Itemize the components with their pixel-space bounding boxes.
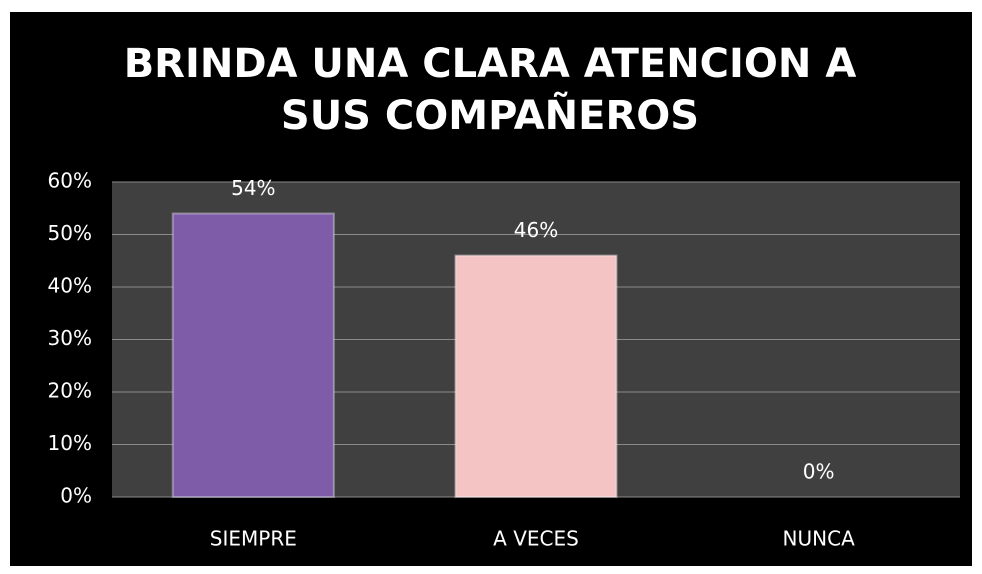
- bar: [171, 212, 335, 498]
- value-label: 54%: [231, 176, 275, 200]
- y-tick-label: 30%: [48, 326, 92, 350]
- y-tick-label: 0%: [60, 484, 92, 508]
- y-tick-label: 50%: [48, 221, 92, 245]
- x-tick-label: A VECES: [493, 527, 579, 551]
- value-label: 46%: [514, 218, 558, 242]
- y-tick-label: 20%: [48, 379, 92, 403]
- x-tick-label: NUNCA: [783, 527, 856, 551]
- y-tick-label: 10%: [48, 431, 92, 455]
- y-tick-label: 60%: [48, 169, 92, 193]
- chart-title: BRINDA UNA CLARA ATENCION A SUS COMPAÑER…: [123, 41, 857, 139]
- value-label: 0%: [803, 460, 835, 484]
- y-tick-label: 40%: [48, 274, 92, 298]
- x-tick-label: SIEMPRE: [210, 527, 297, 551]
- bar: [454, 254, 618, 498]
